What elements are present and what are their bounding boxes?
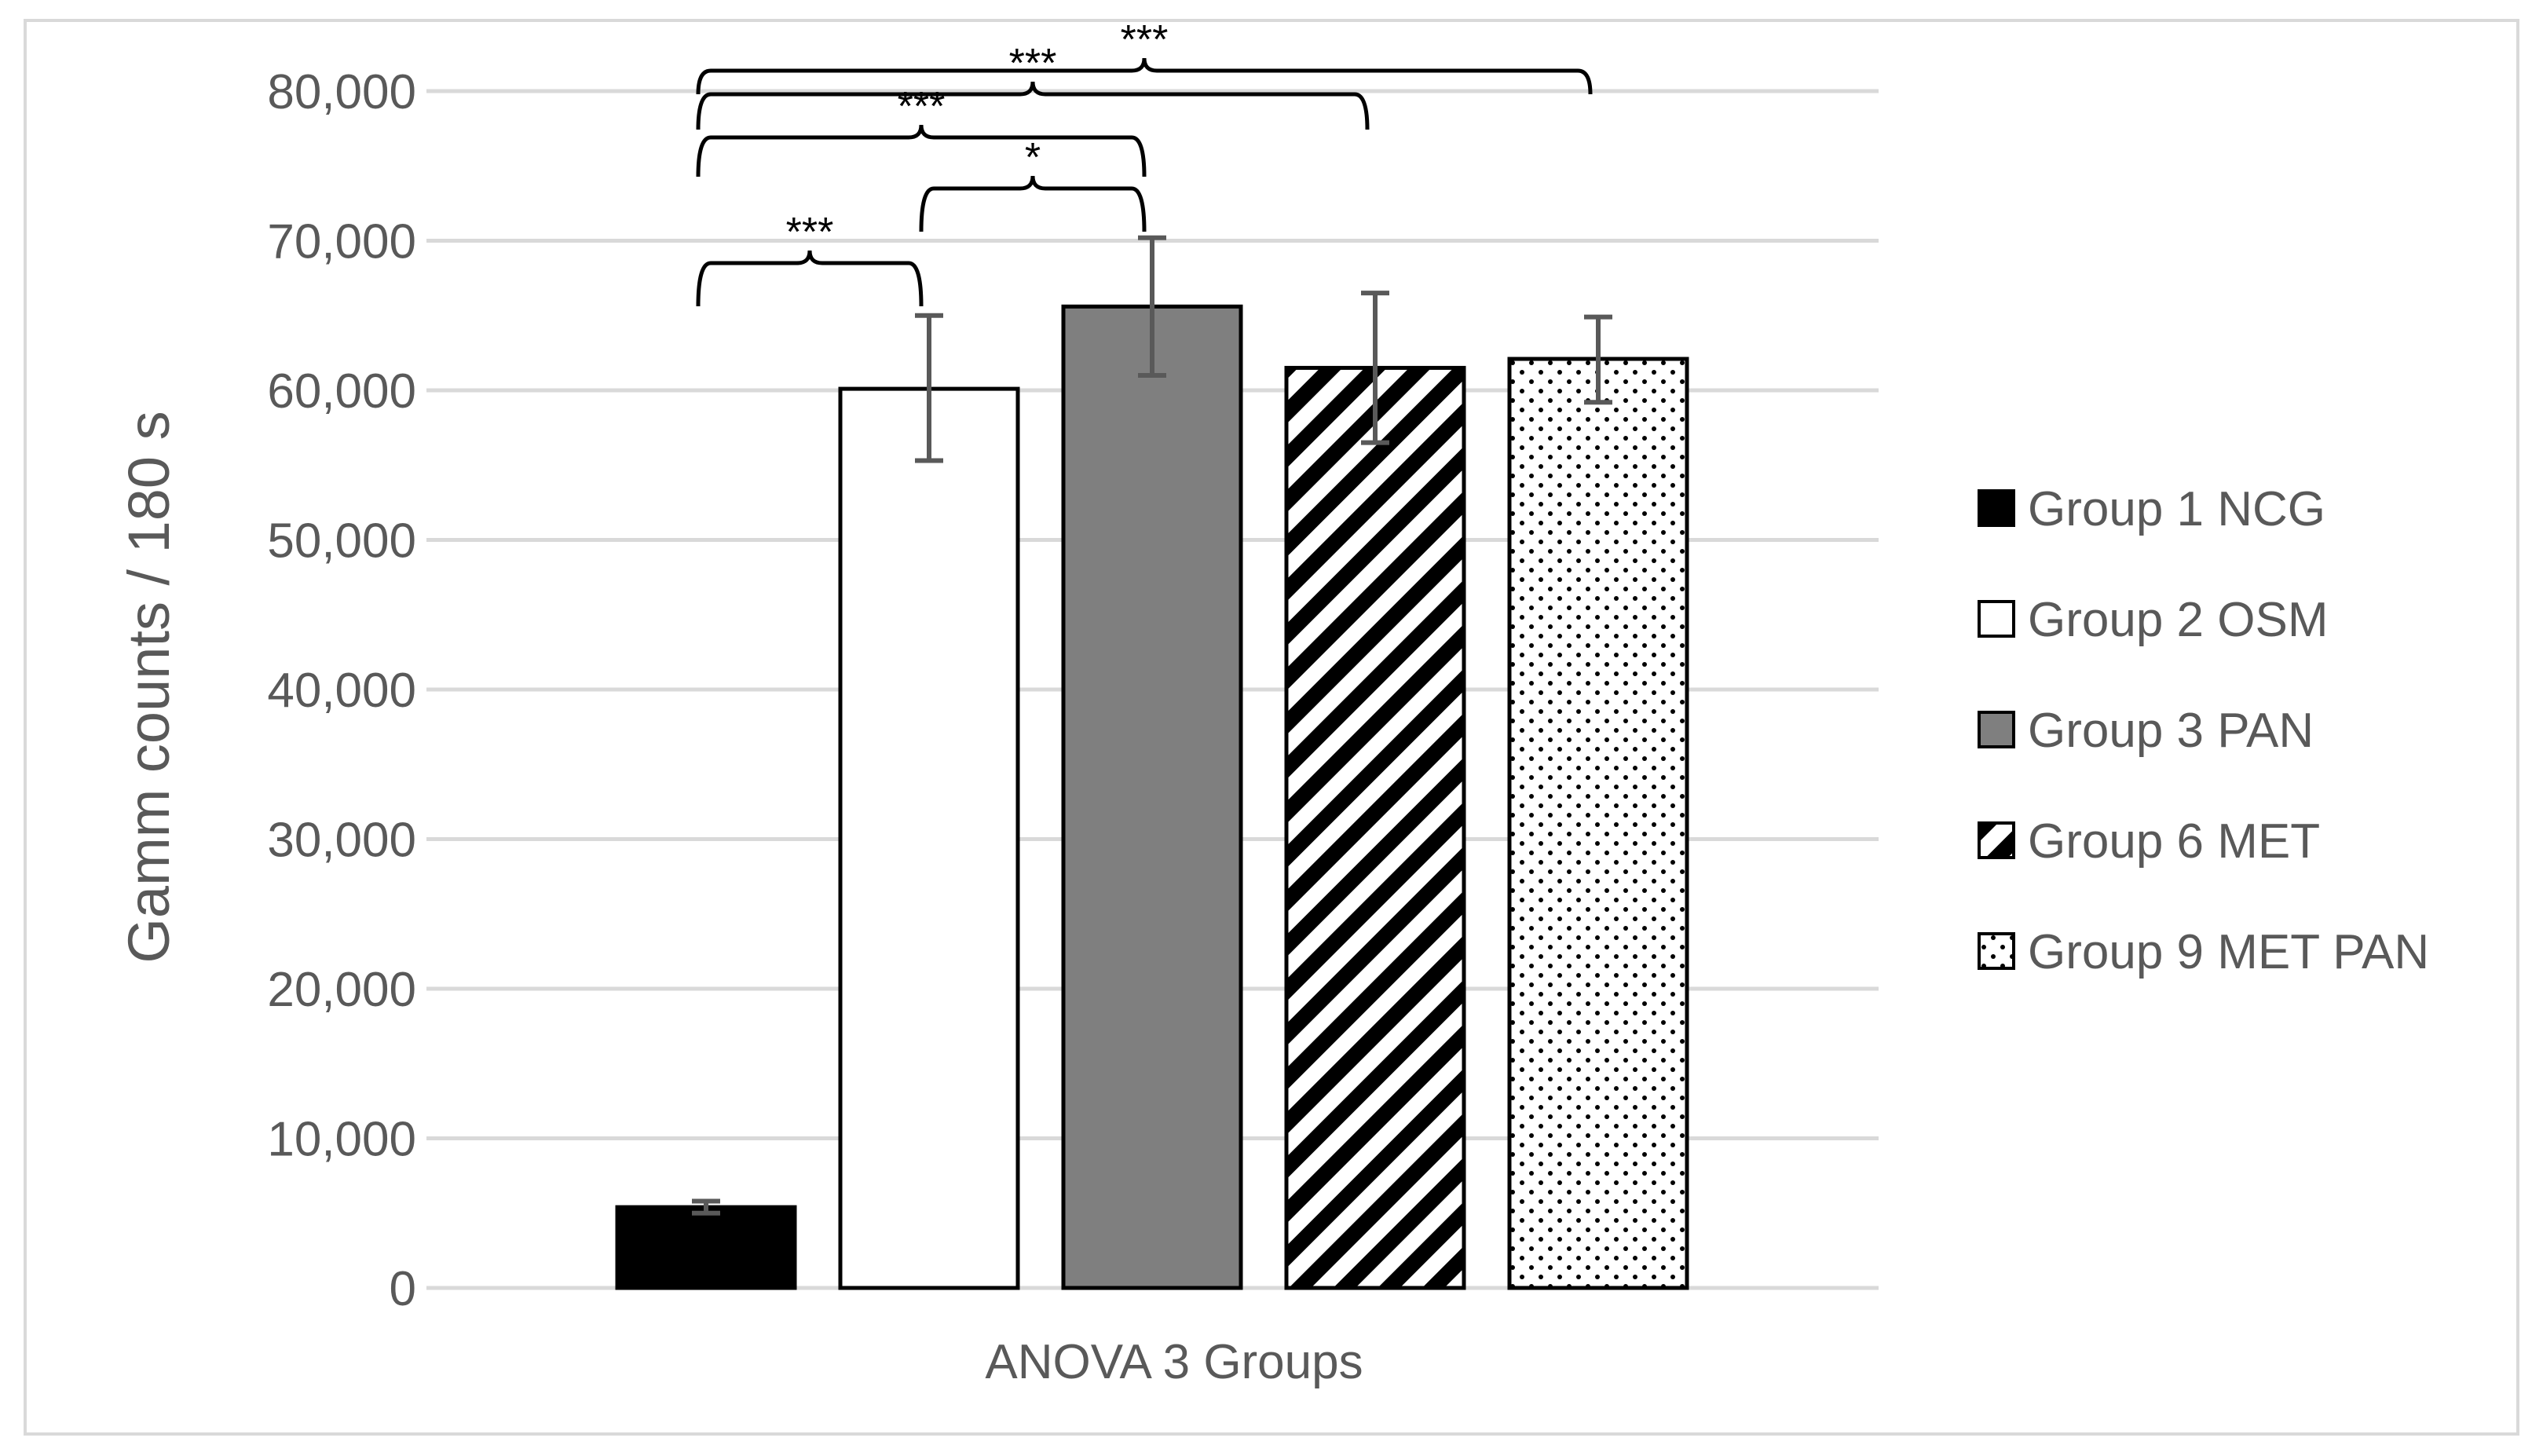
significance-label: *** (1121, 17, 1169, 63)
legend-entry: Group 1 NCG (1978, 482, 2325, 536)
legend-entry: Group 2 OSM (1978, 593, 2328, 647)
legend-entry: Group 3 PAN (1978, 704, 2314, 758)
legend-label: Group 2 OSM (2028, 593, 2328, 647)
error-bars (692, 235, 1612, 1216)
bar-group-6-met (1284, 365, 1466, 1290)
legend-label: Group 1 NCG (2028, 482, 2325, 536)
x-axis-category-label: ANOVA 3 Groups (985, 1335, 1363, 1389)
y-tick-label: 40,000 (267, 664, 416, 718)
significance-label: * (1025, 135, 1041, 181)
error-bar (1138, 235, 1166, 378)
legend-swatch (1978, 932, 2015, 970)
significance-bracket: *** (696, 17, 1593, 95)
significance-bracket: * (919, 135, 1147, 232)
y-tick-label: 10,000 (267, 1113, 416, 1167)
y-tick-label: 30,000 (267, 814, 416, 868)
significance-bracket: *** (696, 210, 924, 307)
significance-label: *** (786, 210, 834, 255)
legend-label: Group 3 PAN (2028, 704, 2314, 758)
significance-label: *** (1009, 41, 1057, 86)
error-bar (1361, 291, 1389, 445)
chart-frame (24, 19, 2519, 1436)
legend-swatch (1978, 711, 2015, 748)
legend: Group 1 NCG Group 2 OSM Group 3 PAN Group 6… (1978, 482, 2429, 979)
y-axis-label: Gamm counts / 180 s (116, 411, 181, 963)
legend-label: Group 9 MET PAN (2028, 925, 2429, 979)
y-tick-label: 20,000 (267, 963, 416, 1017)
bar-group-3-pan (1061, 304, 1243, 1290)
significance-label: *** (898, 84, 946, 130)
y-tick-label: 50,000 (267, 514, 416, 569)
error-bar (1584, 314, 1612, 405)
significance-brackets: ************* (696, 17, 1593, 307)
y-tick-label: 80,000 (267, 65, 416, 119)
error-bar (692, 1198, 720, 1216)
bars (615, 304, 1689, 1290)
y-tick-label: 60,000 (267, 364, 416, 419)
y-tick-label: 0 (390, 1262, 416, 1316)
legend-entry: Group 6 MET (1978, 814, 2320, 869)
y-axis-ticks: 0 10,000 20,000 30,000 40,000 50,000 60,000 70,… (267, 65, 416, 1316)
legend-entry: Group 9 MET PAN (1978, 925, 2429, 979)
legend-label: Group 6 MET (2028, 814, 2320, 869)
legend-swatch (1978, 489, 2015, 527)
significance-bracket: *** (696, 41, 1370, 130)
bar-group-9-met-pan (1507, 357, 1689, 1290)
legend-swatch (1978, 600, 2015, 638)
y-tick-label: 70,000 (267, 215, 416, 269)
legend-swatch (1978, 821, 2015, 859)
error-bar (915, 313, 943, 463)
bar-group-1-ncg (615, 1205, 797, 1290)
bar-group-2-osm (838, 386, 1020, 1290)
significance-bracket: *** (696, 84, 1147, 177)
